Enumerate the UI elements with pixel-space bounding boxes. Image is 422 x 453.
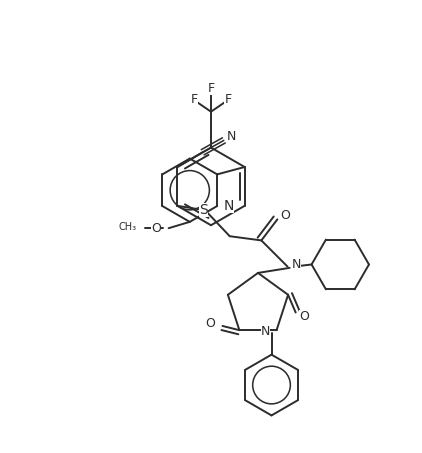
Text: F: F [225, 93, 231, 106]
Text: O: O [205, 318, 215, 330]
Text: F: F [208, 82, 214, 95]
Text: N: N [227, 130, 236, 143]
Text: O: O [151, 222, 161, 235]
Text: O: O [299, 310, 309, 323]
Text: N: N [261, 325, 270, 338]
Text: O: O [280, 208, 290, 222]
Text: N: N [224, 199, 234, 213]
Text: S: S [199, 203, 208, 217]
Text: N: N [292, 258, 301, 271]
Text: F: F [191, 93, 197, 106]
Text: CH₃: CH₃ [119, 222, 137, 232]
